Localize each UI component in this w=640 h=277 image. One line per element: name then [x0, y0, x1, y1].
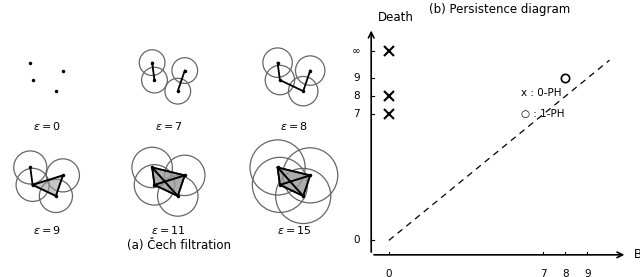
Text: x : 0-PH: x : 0-PH — [521, 88, 562, 98]
Text: 7: 7 — [353, 109, 360, 119]
Polygon shape — [278, 168, 310, 185]
Text: $\epsilon = 8$: $\epsilon = 8$ — [280, 120, 308, 132]
Text: $\epsilon = 11$: $\epsilon = 11$ — [151, 224, 186, 237]
Text: $\epsilon = 15$: $\epsilon = 15$ — [276, 224, 311, 237]
Polygon shape — [278, 168, 310, 196]
Text: Birth: Birth — [634, 248, 640, 261]
Text: 0: 0 — [354, 235, 360, 245]
Text: 9: 9 — [584, 269, 591, 277]
Text: ○ : 1-PH: ○ : 1-PH — [521, 109, 564, 119]
Polygon shape — [152, 168, 185, 196]
Text: 9: 9 — [353, 73, 360, 83]
Text: $\epsilon = 7$: $\epsilon = 7$ — [154, 120, 182, 132]
Text: 8: 8 — [562, 269, 569, 277]
Polygon shape — [278, 168, 303, 196]
Text: ∞: ∞ — [351, 46, 360, 56]
Text: Death: Death — [378, 11, 413, 24]
Polygon shape — [280, 175, 310, 196]
Text: 8: 8 — [353, 91, 360, 101]
Text: 7: 7 — [540, 269, 547, 277]
Text: (b) Persistence diagram: (b) Persistence diagram — [429, 3, 570, 16]
Polygon shape — [154, 175, 185, 196]
Polygon shape — [152, 168, 185, 185]
Text: (a) Čech filtration: (a) Čech filtration — [127, 239, 231, 252]
Text: 0: 0 — [386, 269, 392, 277]
Text: $\epsilon = 0$: $\epsilon = 0$ — [33, 120, 61, 132]
Polygon shape — [33, 175, 63, 196]
Text: $\epsilon = 9$: $\epsilon = 9$ — [33, 224, 61, 237]
Polygon shape — [152, 168, 178, 196]
